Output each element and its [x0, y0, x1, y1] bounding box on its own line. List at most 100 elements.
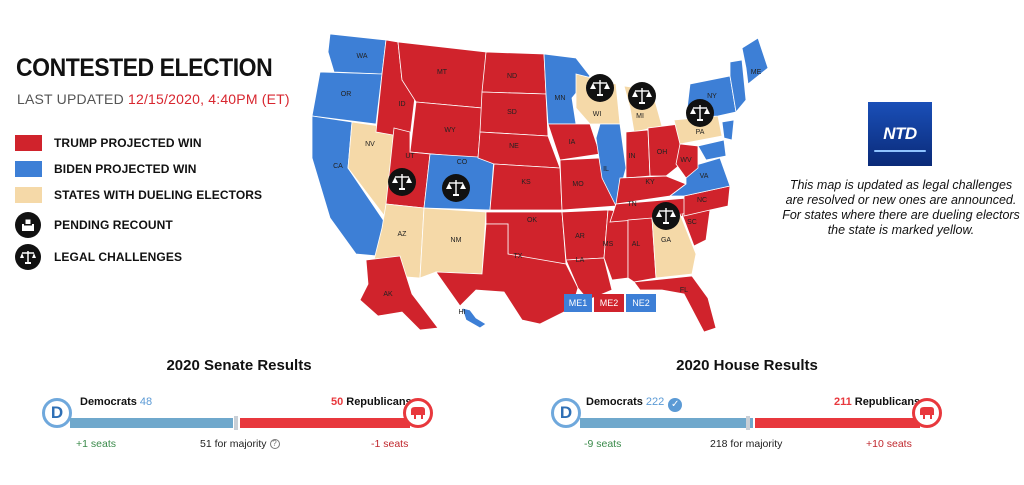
state-or — [311, 71, 383, 125]
page-title: CONTESTED ELECTION — [16, 54, 273, 82]
label-nm: NM — [451, 237, 462, 244]
state-me — [741, 37, 769, 85]
label-ga: GA — [661, 237, 671, 244]
scales-icon — [686, 99, 714, 127]
scales-icon — [628, 82, 656, 110]
ballot-box-icon — [15, 212, 41, 238]
label-sd: SD — [507, 109, 517, 116]
label-la: LA — [576, 257, 585, 264]
label-al: AL — [632, 241, 641, 248]
label-wy: WY — [444, 127, 456, 134]
legend-item-trump: TRUMP PROJECTED WIN — [15, 132, 275, 154]
senate-dem-change: +1 seats — [76, 438, 116, 450]
district-me1-box — [564, 294, 592, 312]
democrat-logo-icon: D — [42, 398, 72, 428]
label-mt: MT — [437, 69, 448, 76]
scales-icon — [388, 168, 416, 196]
label-in: IN — [629, 153, 636, 160]
label-ky: KY — [645, 179, 655, 186]
state-wv — [675, 143, 699, 179]
check-icon: ✓ — [668, 398, 683, 412]
label-wi: WI — [593, 111, 602, 118]
label-hi: HI — [459, 309, 466, 316]
ntd-logo: NTD — [868, 102, 932, 166]
label-ok: OK — [527, 217, 537, 224]
house-majority: 218 for majority — [710, 438, 783, 450]
state-va — [668, 157, 731, 197]
label-tn: TN — [627, 201, 636, 208]
district-me2: ME2 — [600, 298, 619, 308]
legend-item-dueling: STATES WITH DUELING ELECTORS — [15, 184, 275, 206]
scales-icon — [442, 174, 470, 202]
legend-item-legal: LEGAL CHALLENGES — [15, 244, 275, 270]
label-ut: UT — [405, 153, 415, 160]
legend-label: LEGAL CHALLENGES — [54, 250, 183, 264]
state-mn — [543, 53, 591, 125]
district-me2-box — [594, 294, 624, 312]
label-ms: MS — [603, 241, 614, 248]
label-mo: MO — [572, 181, 584, 188]
house-rep-label: 211 Republicans — [834, 396, 921, 408]
state-fl — [633, 275, 717, 333]
legend-item-biden: BIDEN PROJECTED WIN — [15, 158, 275, 180]
help-icon: ? — [269, 439, 280, 449]
label-az: AZ — [398, 231, 408, 238]
label-ak: AK — [383, 291, 393, 298]
senate-rep-bar — [240, 418, 410, 428]
senate-title: 2020 Senate Results — [166, 357, 312, 374]
legend-item-recount: PENDING RECOUNT — [15, 212, 275, 238]
house-dem-label: Democrats 222 ✓ — [586, 396, 683, 412]
label-ks: KS — [521, 179, 531, 186]
state-al — [627, 217, 657, 283]
senate-rep-change: -1 seats — [371, 438, 409, 450]
district-ne2: NE2 — [632, 298, 650, 308]
label-il: IL — [603, 166, 609, 173]
label-wv: WV — [680, 157, 692, 164]
senate-dem-label: Democrats 48 — [80, 396, 153, 408]
republican-logo-icon — [912, 398, 942, 428]
senate-majority-marker — [234, 416, 238, 430]
state-labels: WA OR CA NV ID MT WY UT AZ CO NM ND SD N… — [333, 53, 761, 316]
republican-logo-icon — [403, 398, 433, 428]
legend-label: BIDEN PROJECTED WIN — [54, 162, 197, 176]
last-updated-prefix: LAST UPDATED — [17, 91, 128, 107]
label-co: CO — [457, 159, 468, 166]
us-election-map: WA OR CA NV ID MT WY UT AZ CO NM ND SD N… — [311, 33, 769, 333]
state-ks — [489, 163, 563, 211]
state-md — [697, 139, 727, 161]
ntd-logo-text: NTD — [883, 124, 917, 143]
label-nc: NC — [697, 197, 707, 204]
state-hi — [461, 307, 487, 329]
legend-label: PENDING RECOUNT — [54, 218, 173, 232]
label-ia: IA — [569, 139, 576, 146]
label-ar: AR — [575, 233, 585, 240]
district-ne2-box — [626, 294, 656, 312]
senate-majority: 51 for majority? — [200, 438, 280, 450]
house-rep-bar — [755, 418, 920, 428]
label-va: VA — [700, 173, 709, 180]
house-majority-marker — [746, 416, 750, 430]
senate-dem-bar — [70, 418, 233, 428]
last-updated: LAST UPDATED 12/15/2020, 4:40PM (ET) — [17, 91, 290, 107]
house-dem-bar — [580, 418, 753, 428]
trump-swatch — [15, 135, 42, 151]
label-fl: FL — [680, 287, 688, 294]
label-nv: NV — [365, 141, 375, 148]
label-mi: MI — [636, 113, 644, 120]
legend-label: STATES WITH DUELING ELECTORS — [54, 188, 263, 202]
last-updated-time: 12/15/2020, 4:40PM (ET) — [128, 91, 290, 107]
biden-swatch — [15, 161, 42, 177]
district-me1: ME1 — [569, 298, 588, 308]
legend-label: TRUMP PROJECTED WIN — [54, 136, 202, 150]
label-ne: NE — [509, 143, 519, 150]
label-wa: WA — [356, 53, 367, 60]
label-id: ID — [399, 101, 406, 108]
house-dem-change: -9 seats — [584, 438, 622, 450]
label-ny: NY — [707, 93, 717, 100]
scales-icon — [652, 202, 680, 230]
label-oh: OH — [657, 149, 668, 156]
label-nd: ND — [507, 73, 517, 80]
label-ca: CA — [333, 163, 343, 170]
dueling-swatch — [15, 187, 42, 203]
label-or: OR — [341, 91, 352, 98]
